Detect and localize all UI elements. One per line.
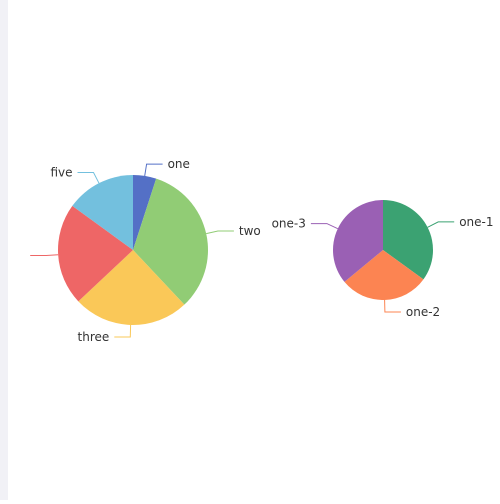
label-line-one-1 bbox=[427, 221, 455, 228]
slice-label-three: three bbox=[78, 330, 110, 344]
label-line-unlabeled-3 bbox=[30, 254, 59, 256]
pie-slice-one-3[interactable] bbox=[332, 200, 383, 282]
pie-slice-five[interactable] bbox=[72, 175, 133, 250]
slice-label-one-3: one-3 bbox=[272, 217, 306, 231]
pie-slice-one-2[interactable] bbox=[344, 250, 424, 301]
slice-label-one-1: one-1 bbox=[459, 215, 493, 229]
label-line-one bbox=[144, 163, 163, 176]
slice-label-two: two bbox=[239, 224, 261, 238]
label-line-three bbox=[114, 324, 132, 338]
pie-chart-main: one two three five bbox=[30, 157, 261, 344]
pie-slice-two[interactable] bbox=[133, 178, 208, 305]
label-line-five bbox=[77, 172, 100, 184]
slice-label-five: five bbox=[50, 166, 72, 180]
left-panel-edge bbox=[0, 0, 8, 500]
pie-slice-three[interactable] bbox=[78, 250, 185, 325]
pie-chart-secondary: one-1 one-2 one-3 bbox=[272, 200, 493, 319]
label-line-one-2 bbox=[384, 299, 401, 313]
slice-label-one-2: one-2 bbox=[406, 305, 440, 319]
label-line-one-3 bbox=[310, 223, 339, 230]
pie-slice-one[interactable] bbox=[133, 175, 157, 250]
pie-slice-one-1[interactable] bbox=[383, 200, 433, 280]
pie-slice-unlabeled-3[interactable] bbox=[58, 205, 133, 302]
slice-label-one: one bbox=[168, 157, 190, 171]
label-line-two bbox=[206, 230, 234, 235]
